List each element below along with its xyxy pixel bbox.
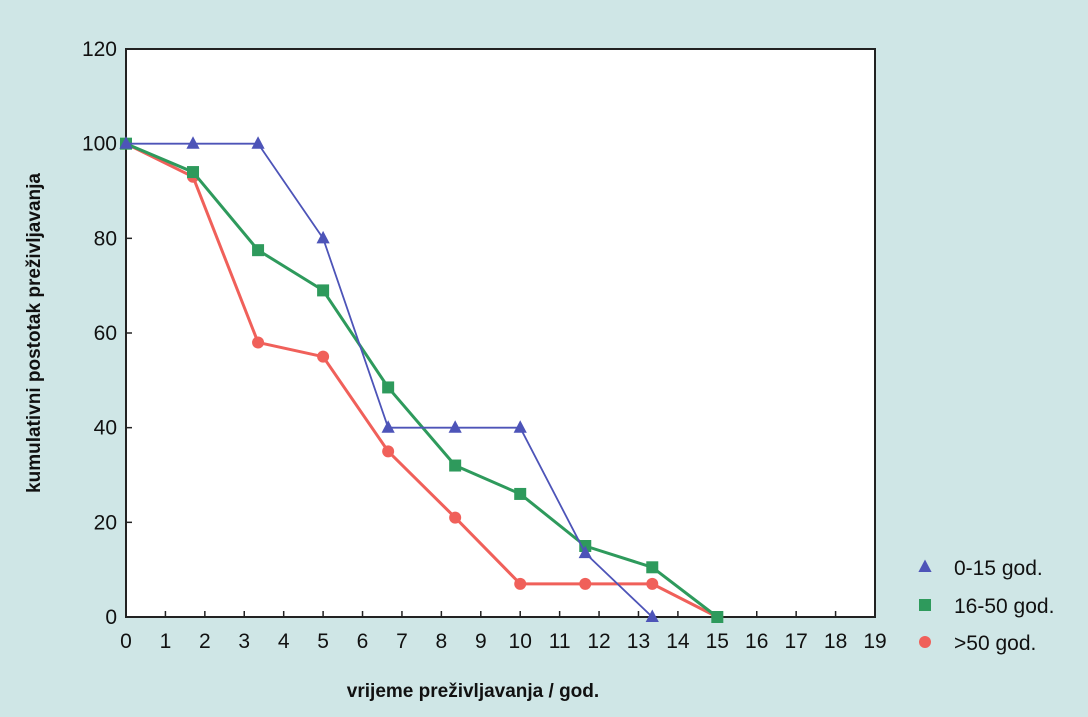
x-tick-label: 4 — [278, 630, 290, 653]
data-point — [252, 244, 265, 257]
x-axis: 0 1 2 3 4 5 6 7 8 9 10 11 12 13 14 15 16 17 18 19 — [120, 611, 887, 653]
x-tick-label: 15 — [706, 630, 729, 653]
legend-label: >50 god. — [954, 632, 1036, 655]
x-tick-label: 18 — [824, 630, 847, 653]
x-tick-label: 9 — [475, 630, 487, 653]
y-tick-label: 120 — [82, 38, 117, 61]
legend-label: 16-50 god. — [954, 595, 1054, 618]
y-tick-label: 100 — [82, 133, 117, 156]
data-point — [711, 611, 724, 623]
legend-item: >50 god. — [919, 632, 1036, 655]
data-point — [578, 545, 592, 559]
data-point — [382, 445, 395, 458]
legend-swatch — [918, 559, 932, 573]
data-point — [448, 420, 462, 433]
x-tick-label: 12 — [587, 630, 610, 653]
x-tick-label: 10 — [509, 630, 532, 653]
data-point — [646, 561, 659, 574]
series-layer — [119, 136, 724, 623]
x-tick-label: 19 — [863, 630, 886, 653]
y-tick-label: 20 — [94, 511, 117, 534]
x-tick-label: 5 — [317, 630, 329, 653]
y-axis: 0 20 40 60 80 100 120 — [82, 38, 132, 629]
data-point — [252, 336, 265, 349]
data-point — [449, 459, 462, 472]
data-point — [513, 420, 527, 433]
y-tick-label: 80 — [94, 227, 117, 250]
legend-swatch — [919, 636, 931, 648]
series-line — [125, 142, 719, 619]
data-point — [382, 381, 395, 394]
legend-swatch — [919, 599, 931, 611]
x-tick-label: 16 — [745, 630, 768, 653]
series-0 — [119, 136, 659, 623]
data-point — [514, 487, 527, 500]
data-point — [119, 136, 133, 149]
data-point — [186, 136, 200, 149]
data-point — [645, 609, 659, 623]
x-tick-label: 2 — [199, 630, 211, 653]
legend-label: 0-15 god. — [954, 557, 1043, 580]
legend-item: 0-15 god. — [918, 557, 1043, 580]
y-tick-label: 0 — [105, 606, 117, 629]
x-tick-label: 8 — [436, 630, 448, 653]
x-tick-label: 17 — [784, 630, 807, 653]
y-tick-label: 40 — [94, 417, 117, 440]
x-tick-label: 13 — [627, 630, 650, 653]
legend: 0-15 god. 16-50 god. >50 god. — [918, 557, 1054, 655]
x-tick-label: 6 — [357, 630, 369, 653]
x-tick-label: 0 — [120, 630, 132, 653]
y-tick-label: 60 — [94, 322, 117, 345]
plot-area — [125, 48, 876, 618]
data-point — [187, 166, 200, 179]
data-point — [381, 420, 395, 433]
data-point — [579, 577, 592, 590]
data-point — [646, 577, 659, 590]
y-axis-title: kumulativni postotak preživljavanja — [24, 173, 45, 493]
data-point — [251, 136, 265, 149]
data-point — [514, 577, 527, 590]
legend-item: 16-50 god. — [919, 595, 1054, 618]
x-tick-label: 7 — [396, 630, 408, 653]
x-tick-label: 1 — [160, 630, 172, 653]
data-point — [449, 511, 462, 524]
data-point — [317, 350, 330, 363]
x-tick-label: 3 — [238, 630, 250, 653]
data-point — [316, 230, 330, 244]
data-point — [317, 284, 330, 297]
x-axis-title: vrijeme preživljavanja / god. — [347, 681, 599, 702]
x-tick-label: 14 — [666, 630, 690, 653]
x-tick-label: 11 — [549, 630, 571, 653]
